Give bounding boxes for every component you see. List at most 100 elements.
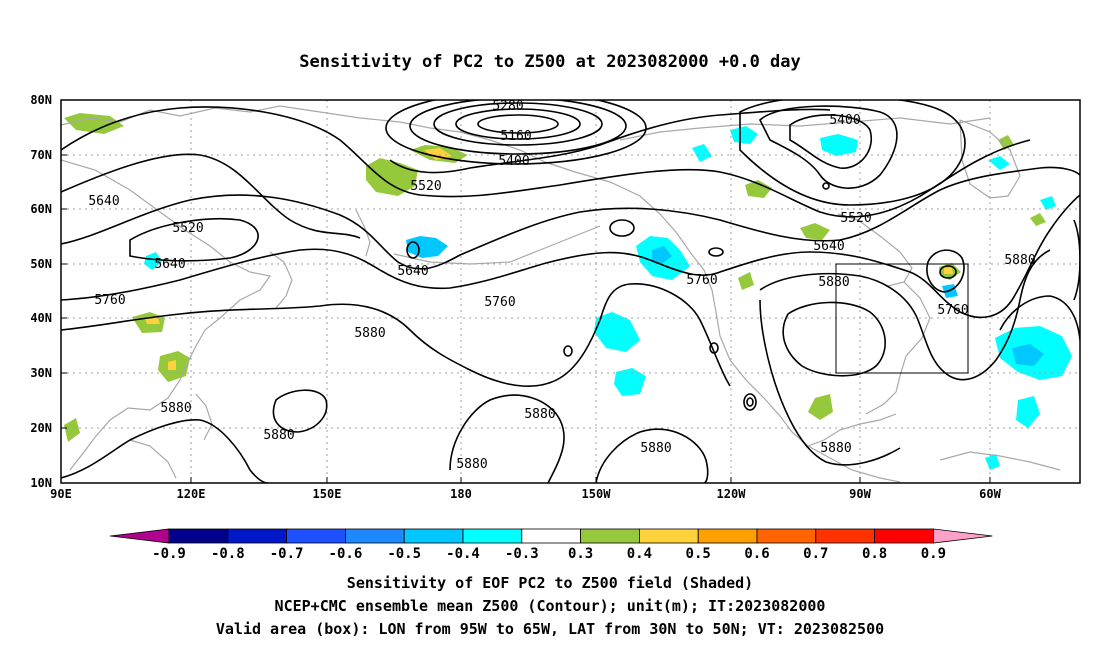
lat-label: 50N xyxy=(30,257,52,271)
contour-low-ring xyxy=(455,108,581,140)
lat-label: 40N xyxy=(30,311,52,325)
lon-label: 150W xyxy=(582,487,612,501)
contour-5880-pacific xyxy=(449,394,565,483)
contour-small xyxy=(708,247,724,257)
contour-5880-center xyxy=(272,389,328,433)
colorbar-swatch xyxy=(874,528,934,544)
colorbar-swatch xyxy=(344,528,405,544)
contour-5640-loop xyxy=(129,218,259,262)
contour-5520-west xyxy=(61,153,361,239)
lat-label: 60N xyxy=(30,202,52,216)
shade-negative xyxy=(406,236,448,258)
caption-line-2: NCEP+CMC ensemble mean Z500 (Contour); u… xyxy=(275,597,826,615)
colorbar-label: -0.4 xyxy=(446,546,480,562)
colorbar: -0.9 -0.8 -0.7 -0.6 -0.5 -0.4 -0.3 0.3 0.4 0.5 0.6… xyxy=(109,528,993,562)
contour-label: 5880 xyxy=(456,457,487,472)
lon-label: 60W xyxy=(979,487,1001,501)
shade-negative xyxy=(594,312,640,352)
contour-label: 5880 xyxy=(820,441,851,456)
contour-low-ring xyxy=(433,102,603,146)
contour-small xyxy=(709,342,719,354)
shade-negative xyxy=(988,156,1010,170)
latitude-labels: 80N 70N 60N 50N 40N 30N 20N 10N xyxy=(30,93,52,490)
shade-positive xyxy=(944,267,953,274)
contour-label: 5640 xyxy=(154,257,185,272)
colorbar-label: 0.3 xyxy=(568,546,593,562)
contour-5880-south xyxy=(61,419,269,483)
lat-label: 20N xyxy=(30,421,52,435)
colorbar-label: 0.8 xyxy=(862,546,887,562)
contour-small xyxy=(743,393,757,411)
colorbar-label: -0.9 xyxy=(152,546,186,562)
contour-low-ring xyxy=(385,100,647,165)
colorbar-label: -0.6 xyxy=(329,546,363,562)
lon-label: 120E xyxy=(177,487,206,501)
colorbar-label: 0.5 xyxy=(686,546,711,562)
colorbar-swatch xyxy=(639,528,699,544)
contour-low-ring xyxy=(409,100,627,155)
shade-positive xyxy=(168,360,176,370)
colorbar-swatch xyxy=(815,528,875,544)
colorbar-swatch xyxy=(580,528,640,544)
colorbar-swatch xyxy=(403,528,464,544)
coast-central-am xyxy=(807,445,901,483)
colorbar-swatch xyxy=(286,528,346,544)
contour-5640 xyxy=(61,166,1080,270)
colorbar-swatch xyxy=(168,528,229,544)
colorbar-swatch xyxy=(227,528,288,544)
contour-label: 5520 xyxy=(840,211,871,226)
map-background xyxy=(61,100,1080,483)
contour-label: 5280 xyxy=(492,99,523,114)
lat-label: 30N xyxy=(30,366,52,380)
coast-gulf xyxy=(807,413,897,447)
coast-philippines xyxy=(195,393,213,441)
shade-negative xyxy=(730,126,758,144)
contour-5880-east xyxy=(999,295,1080,341)
shade-positive xyxy=(64,113,124,134)
contour-label: 5880 xyxy=(818,275,849,290)
contour-5880-na-outer xyxy=(759,299,901,466)
tick-marks xyxy=(61,99,991,483)
contour-label: 5880 xyxy=(263,428,294,443)
shade-negative xyxy=(614,368,646,396)
colorbar-swatch xyxy=(697,528,758,544)
contour-label: 5880 xyxy=(160,401,191,416)
contour-label: 5880 xyxy=(1004,253,1035,268)
colorbar-arrow-right xyxy=(933,528,993,544)
lon-label: 120W xyxy=(717,487,747,501)
colorbar-swatch xyxy=(462,528,523,544)
contour-5880-west xyxy=(61,283,731,387)
contour-5880-hawaii xyxy=(595,428,709,483)
colorbar-label: 0.4 xyxy=(627,546,652,562)
shade-positive xyxy=(745,180,772,198)
shade-positive xyxy=(738,272,754,290)
contour-5760-loop xyxy=(926,249,965,293)
shade-negative xyxy=(144,252,162,270)
lon-label: 150E xyxy=(313,487,342,501)
map-frame xyxy=(60,99,1081,484)
contour-label: 5880 xyxy=(354,326,385,341)
shade-positive xyxy=(808,394,833,420)
contour-label: 5400 xyxy=(498,154,529,169)
coast-borneo xyxy=(129,439,177,479)
contour-label: 5880 xyxy=(524,407,555,422)
shade-negative xyxy=(692,144,712,162)
colorbar-label: -0.7 xyxy=(270,546,304,562)
coast-sa xyxy=(939,451,1061,471)
contour-small xyxy=(609,219,635,237)
colorbar-swatch xyxy=(756,528,817,544)
z500-contours xyxy=(61,100,1080,483)
shade-positive xyxy=(1030,213,1046,226)
contour-label: 5640 xyxy=(88,194,119,209)
coast-kamchatka xyxy=(355,209,371,257)
colorbar-label: -0.3 xyxy=(505,546,539,562)
shade-positive xyxy=(800,223,830,240)
map-title: Sensitivity of PC2 to Z500 at 2023082000… xyxy=(299,52,801,72)
shade-negative xyxy=(1040,196,1056,210)
contour-label: 5400 xyxy=(829,113,860,128)
contour-label: 5520 xyxy=(172,221,203,236)
contour-5400 xyxy=(389,108,831,174)
contour-label: 5640 xyxy=(813,239,844,254)
contour-label: 5880 xyxy=(640,441,671,456)
colorbar-label: -0.5 xyxy=(387,546,421,562)
